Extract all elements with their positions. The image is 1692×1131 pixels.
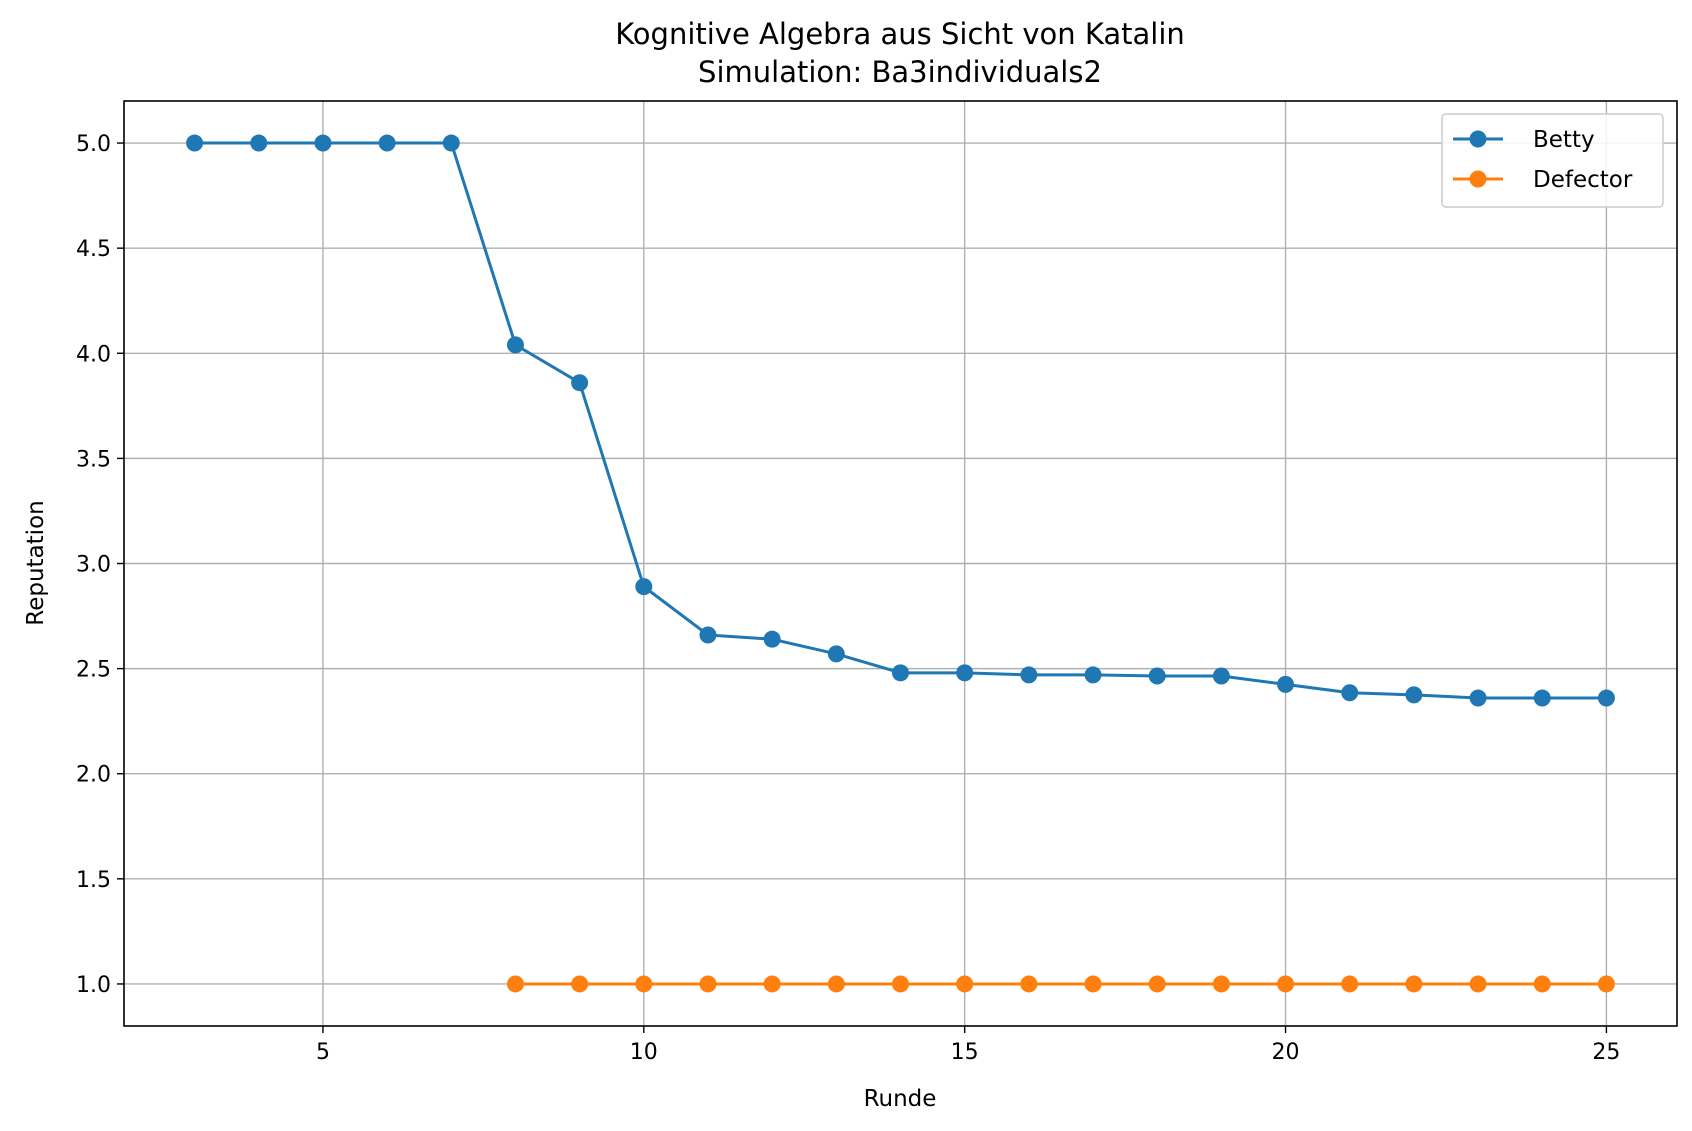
x-tick-label: 25 (1592, 1040, 1620, 1065)
y-axis-label: Reputation (23, 500, 49, 625)
data-point-betty (1148, 667, 1166, 685)
legend-label-betty: Betty (1533, 127, 1595, 153)
data-point-defector (506, 975, 524, 993)
legend-box (1441, 113, 1664, 208)
data-point-betty (250, 134, 268, 152)
data-point-defector (1148, 975, 1166, 993)
data-point-betty (571, 374, 589, 392)
data-point-betty (699, 626, 717, 644)
data-point-defector (1597, 975, 1615, 993)
legend-swatch-marker-betty (1469, 130, 1487, 148)
y-axis: 1.0 1.5 2.0 2.5 3.0 3.5 4.0 4.5 5.0 (76, 132, 124, 998)
y-tick-label: 4.0 (76, 342, 111, 367)
legend-label-defector: Defector (1533, 167, 1633, 193)
y-tick-label: 2.0 (76, 763, 111, 788)
data-point-defector (1469, 975, 1487, 993)
data-point-defector (892, 975, 909, 993)
data-point-betty (1597, 689, 1615, 707)
data-point-betty (378, 134, 396, 152)
x-tick-label: 20 (1272, 1040, 1300, 1065)
y-tick-label: 1.5 (76, 868, 111, 893)
data-point-betty (506, 336, 524, 354)
series-markers (186, 134, 1615, 993)
data-point-betty (442, 134, 460, 152)
x-tick-label: 10 (630, 1040, 658, 1065)
data-point-betty (1405, 686, 1423, 704)
x-axis: 5 10 15 20 25 (316, 1026, 1620, 1065)
x-axis-label: Runde (864, 1086, 937, 1112)
data-point-betty (1277, 675, 1295, 693)
x-tick-label: 5 (316, 1040, 330, 1065)
data-point-betty (1533, 689, 1551, 707)
data-point-betty (956, 664, 974, 682)
data-point-defector (1341, 975, 1359, 993)
y-tick-label: 3.0 (76, 553, 111, 578)
data-point-defector (699, 975, 717, 993)
data-point-betty (635, 578, 653, 596)
data-point-defector (1084, 975, 1102, 993)
data-point-defector (827, 975, 845, 993)
data-point-betty (186, 134, 204, 152)
y-tick-label: 2.5 (76, 658, 111, 683)
data-point-defector (571, 975, 589, 993)
data-point-betty (1084, 666, 1102, 684)
data-point-defector (1405, 975, 1423, 993)
data-point-defector (956, 975, 974, 993)
data-point-defector (635, 975, 653, 993)
data-point-betty (314, 134, 332, 152)
data-point-betty (763, 630, 781, 648)
x-tick-label: 15 (951, 1040, 979, 1065)
data-point-betty (1020, 666, 1038, 684)
data-point-betty (892, 664, 909, 682)
legend: Betty Defector (1441, 113, 1664, 208)
y-tick-label: 3.5 (76, 447, 111, 472)
data-point-betty (1469, 689, 1487, 707)
data-point-betty (1341, 684, 1359, 702)
y-tick-label: 4.5 (76, 237, 111, 262)
data-point-defector (1533, 975, 1551, 993)
y-tick-label: 5.0 (76, 132, 111, 157)
chart-subtitle: Simulation: Ba3individuals2 (698, 55, 1102, 89)
data-point-defector (763, 975, 781, 993)
chart-title: Kognitive Algebra aus Sicht von Katalin (615, 17, 1185, 51)
y-tick-label: 1.0 (76, 973, 111, 998)
data-point-betty (1212, 667, 1230, 685)
legend-swatch-marker-defector (1469, 170, 1487, 188)
data-point-betty (827, 645, 845, 663)
data-point-defector (1212, 975, 1230, 993)
data-point-defector (1277, 975, 1295, 993)
data-point-defector (1020, 975, 1038, 993)
